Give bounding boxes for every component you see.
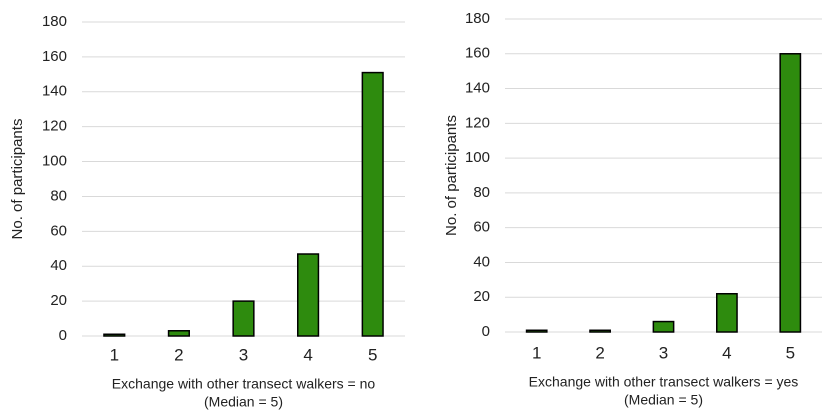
y-axis-label: No. of participants [443,115,460,236]
y-tick-label: 140 [42,83,67,100]
bar [525,329,548,333]
y-tick-label: 140 [465,80,490,97]
y-tick-label: 160 [465,45,490,62]
x-tick-label: 3 [659,343,668,362]
x-axis-label: Exchange with other transect walkers = n… [112,376,376,392]
bar [167,330,190,337]
y-tick-label: 100 [42,153,67,170]
y-tick-label: 40 [473,253,490,270]
bar [589,329,611,333]
x-tick-label: 5 [786,343,795,362]
y-tick-label: 80 [473,184,490,201]
x-tick-label: 2 [595,343,604,362]
y-tick-label: 60 [473,219,490,236]
y-tick-label: 120 [465,114,490,131]
x-tick-label: 4 [303,345,312,364]
x-axis-label: (Median = 5) [624,392,703,408]
y-tick-label: 120 [42,118,67,135]
x-axis-label: Exchange with other transect walkers = y… [529,374,799,390]
x-tick-label: 1 [110,345,119,364]
y-tick-label: 20 [50,292,67,309]
y-tick-label: 180 [465,10,490,27]
y-tick-label: 0 [482,323,490,340]
bar [297,253,320,337]
bar [652,320,675,333]
x-axis-label: (Median = 5) [204,394,283,410]
x-tick-label: 1 [532,343,541,362]
y-tick-label: 180 [42,13,67,30]
y-axis-label: No. of participants [9,119,26,240]
y-tick-label: 100 [465,149,490,166]
y-tick-label: 40 [50,257,67,274]
y-tick-label: 20 [473,288,490,305]
x-tick-label: 3 [239,345,248,364]
x-tick-label: 4 [722,343,731,362]
y-tick-label: 80 [50,187,67,204]
bar [779,53,802,333]
y-tick-label: 60 [50,222,67,239]
x-tick-label: 2 [174,345,183,364]
bar [716,292,738,333]
bar [103,333,126,337]
bar [232,300,255,337]
x-tick-label: 5 [368,345,377,364]
y-tick-label: 160 [42,48,67,65]
bar [361,71,384,337]
y-tick-label: 0 [59,327,67,344]
